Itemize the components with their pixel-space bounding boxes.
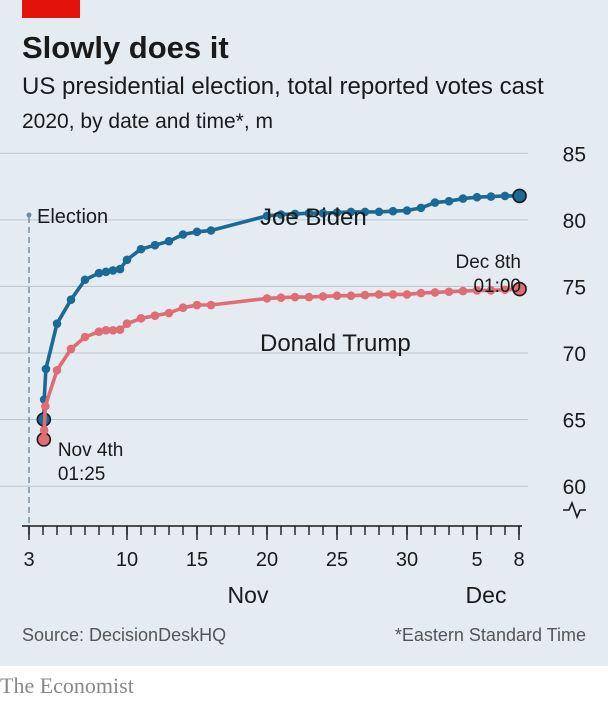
axis-break-icon <box>563 503 586 517</box>
data-point-donald-trump <box>193 301 202 310</box>
data-point-joe-biden <box>81 275 90 284</box>
data-point-donald-trump <box>305 293 314 302</box>
data-point-joe-biden <box>403 206 412 215</box>
data-point-donald-trump <box>375 290 384 299</box>
month-label-dec: Dec <box>466 582 507 608</box>
data-point-joe-biden <box>42 365 51 374</box>
data-point-joe-biden <box>389 207 398 216</box>
data-point-joe-biden <box>445 197 454 206</box>
data-point-donald-trump <box>333 291 342 300</box>
time-zone-note: *Eastern Standard Time <box>395 625 586 645</box>
data-point-joe-biden <box>417 204 426 213</box>
data-point-donald-trump <box>445 287 454 296</box>
election-dot <box>27 213 32 218</box>
data-point-donald-trump <box>361 291 370 300</box>
y-tick-label-65: 65 <box>563 410 586 433</box>
data-point-joe-biden <box>459 194 468 203</box>
x-tick-label-30: 30 <box>396 549 418 571</box>
y-tick-label-70: 70 <box>563 343 586 366</box>
label-donald-trump: Donald Trump <box>260 330 411 357</box>
data-point-donald-trump <box>165 309 174 318</box>
data-point-donald-trump <box>67 345 76 354</box>
data-point-joe-biden <box>431 198 440 207</box>
data-point-donald-trump <box>291 293 300 302</box>
data-point-joe-biden <box>375 208 384 217</box>
data-point-joe-biden <box>179 230 188 239</box>
x-tick-label-5: 5 <box>471 549 482 571</box>
x-tick-label-15: 15 <box>186 549 208 571</box>
data-point-donald-trump <box>40 426 49 435</box>
data-point-donald-trump <box>116 325 125 334</box>
data-point-donald-trump <box>319 292 328 301</box>
data-point-donald-trump <box>137 314 146 323</box>
data-point-donald-trump <box>179 303 188 312</box>
data-point-joe-biden <box>137 245 146 254</box>
data-point-joe-biden <box>501 192 510 201</box>
data-point-joe-biden <box>165 237 174 246</box>
data-point-donald-trump <box>37 433 50 446</box>
data-point-joe-biden <box>487 192 496 201</box>
data-point-joe-biden <box>513 189 526 202</box>
data-point-joe-biden <box>151 241 160 250</box>
data-point-donald-trump <box>263 294 272 303</box>
data-point-donald-trump <box>123 319 132 328</box>
axis-break-path <box>563 503 586 517</box>
series-line-donald-trump <box>44 289 520 439</box>
data-point-joe-biden <box>207 226 216 235</box>
red-tag <box>22 0 80 18</box>
y-axis: 60 65 70 75 80 85 <box>563 143 586 499</box>
x-tick-label-10: 10 <box>116 549 138 571</box>
end-time-label: 01:00 <box>473 276 521 297</box>
chart-subtitle: US presidential election, total reported… <box>22 73 544 100</box>
data-point-joe-biden <box>193 228 202 237</box>
data-point-donald-trump <box>207 301 216 310</box>
label-joe-biden: Joe Biden <box>260 204 367 231</box>
x-tick-label-8: 8 <box>513 549 524 571</box>
data-point-joe-biden <box>123 255 132 264</box>
data-point-donald-trump <box>389 290 398 299</box>
chart-title: Slowly does it <box>22 30 229 65</box>
x-axis: 3 10 15 20 25 30 5 8 Nov Dec <box>22 526 525 608</box>
data-point-donald-trump <box>53 366 62 375</box>
data-point-donald-trump <box>403 290 412 299</box>
end-date-label: Dec 8th <box>456 252 521 273</box>
annotation-layer: Joe Biden Donald Trump Nov 4th 01:25 Dec 8th… <box>58 204 521 485</box>
y-tick-label-85: 85 <box>563 143 586 166</box>
data-point-donald-trump <box>431 288 440 297</box>
x-tick-label-25: 25 <box>326 549 348 571</box>
data-point-donald-trump <box>277 293 286 302</box>
data-point-donald-trump <box>41 402 50 411</box>
start-date-label: Nov 4th <box>58 440 123 461</box>
chart-subtitle-units: 2020, by date and time*, m <box>22 110 273 133</box>
data-point-joe-biden <box>473 193 482 202</box>
data-point-donald-trump <box>151 311 160 320</box>
y-tick-label-80: 80 <box>563 210 586 233</box>
data-point-donald-trump <box>417 289 426 298</box>
x-tick-label-20: 20 <box>256 549 278 571</box>
data-point-joe-biden <box>116 265 125 274</box>
election-label: Election <box>37 206 108 228</box>
data-point-joe-biden <box>67 295 76 304</box>
data-point-joe-biden <box>53 319 62 328</box>
y-tick-label-60: 60 <box>563 476 586 499</box>
data-point-donald-trump <box>347 291 356 300</box>
source-note: Source: DecisionDeskHQ <box>22 625 226 645</box>
data-point-donald-trump <box>459 287 468 296</box>
x-tick-label-3: 3 <box>23 549 34 571</box>
data-point-donald-trump <box>81 333 90 342</box>
brand-logo: The Economist <box>0 673 134 698</box>
month-label-nov: Nov <box>228 582 269 608</box>
start-time-label: 01:25 <box>58 464 106 485</box>
y-tick-label-75: 75 <box>563 276 586 299</box>
